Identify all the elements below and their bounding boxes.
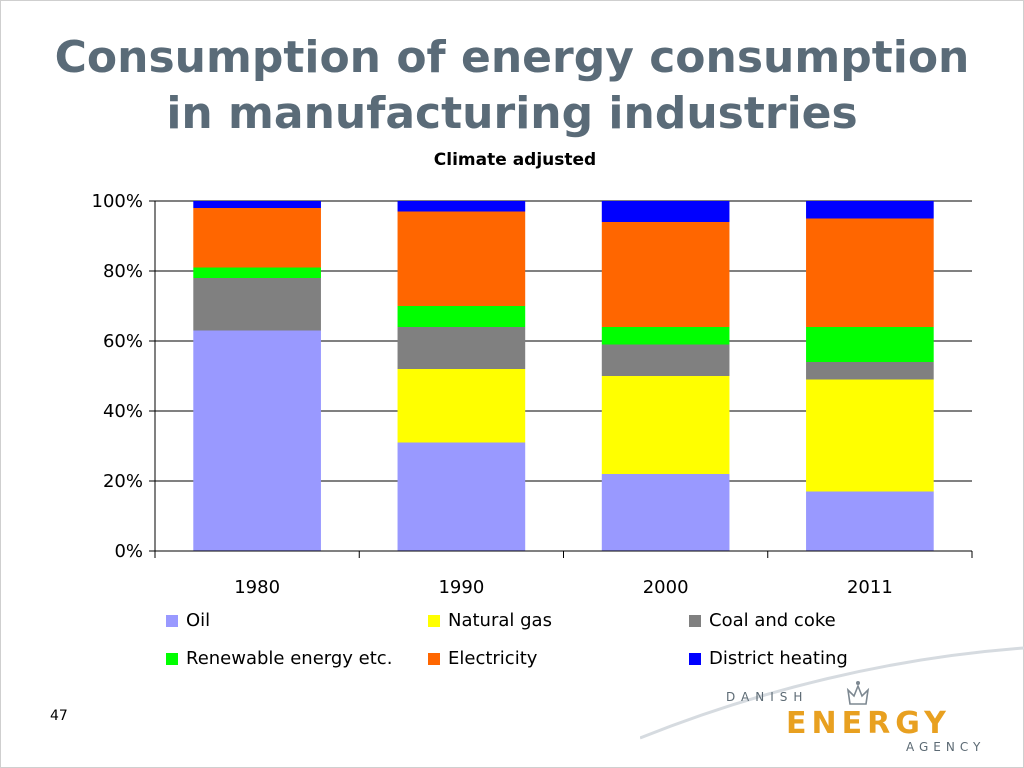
title-line-2: in manufacturing industries (166, 88, 858, 139)
x-tick-label: 2011 (847, 577, 893, 598)
legend-item-district-heating: District heating (689, 648, 848, 669)
legend-swatch-coal-and-coke (689, 614, 701, 627)
y-tick-label: 40% (103, 401, 143, 422)
bar-segment-coal-and-coke-1990 (397, 327, 526, 369)
legend-swatch-renewable (166, 652, 178, 665)
logo-agency: AGENCY (906, 740, 986, 754)
legend-swatch-electricity (428, 652, 440, 665)
bar-segment-coal-and-coke-2011 (806, 362, 934, 380)
bar-segment-electricity-1990 (397, 211, 526, 306)
bar-segment-electricity-2011 (806, 218, 934, 327)
legend-label-renewable: Renewable energy etc. (186, 648, 393, 669)
x-tick-label: 1990 (438, 577, 484, 598)
bar-segment-electricity-1980 (193, 208, 321, 268)
chart-title: Climate adjusted (433, 150, 597, 170)
legend-swatch-oil (166, 614, 178, 627)
crown-icon (846, 681, 870, 705)
legend-label-coal-and-coke: Coal and coke (709, 610, 836, 631)
y-tick-label: 20% (103, 471, 143, 492)
x-tick-label: 2000 (643, 577, 689, 598)
bar-segment-natural-gas-2011 (806, 379, 934, 492)
legend-item-coal-and-coke: Coal and coke (689, 610, 836, 631)
y-tick-label: 0% (114, 541, 143, 562)
bar-segment-coal-and-coke-2000 (601, 344, 730, 376)
bar-segment-renewable-energy-etc-2000 (601, 327, 730, 345)
bar-segment-electricity-2000 (601, 222, 730, 327)
logo-swoosh (640, 646, 1024, 740)
page-number: 47 (50, 708, 68, 724)
logo-danish: DANISH (726, 690, 809, 704)
slide-title: Consumption of energy consumption in man… (0, 30, 1024, 142)
legend-item-oil: Oil (166, 610, 210, 631)
bar-segment-coal-and-coke-1980 (193, 278, 321, 331)
legend-item-natural-gas: Natural gas (428, 610, 552, 631)
legend-label-oil: Oil (186, 610, 211, 631)
bar-segment-natural-gas-2000 (601, 376, 730, 474)
legend-label-district-heating: District heating (709, 648, 848, 669)
legend-item-electricity: Electricity (428, 648, 537, 669)
y-tick-label: 80% (103, 261, 143, 282)
legend-item-renewable: Renewable energy etc. (166, 648, 392, 669)
title-line-1: Consumption of energy consumption (54, 32, 970, 83)
bar-segment-renewable-energy-etc-2011 (806, 327, 934, 362)
y-tick-label: 60% (103, 331, 143, 352)
bar-segment-oil-2000 (601, 474, 730, 551)
bar-segment-district-heating-1980 (193, 201, 321, 208)
bar-segment-district-heating-2000 (601, 201, 730, 222)
bar-segment-oil-1990 (397, 442, 526, 551)
bar-segment-renewable-energy-etc-1990 (397, 306, 526, 327)
legend-swatch-district-heating (689, 652, 701, 665)
x-tick-label: 1980 (234, 577, 280, 598)
legend-swatch-natural-gas (428, 614, 440, 627)
bar-segment-natural-gas-1990 (397, 369, 526, 443)
bar-segment-oil-2011 (806, 491, 934, 551)
legend-label-electricity: Electricity (448, 648, 538, 669)
y-tick-label: 100% (92, 191, 143, 212)
bar-segment-district-heating-2011 (806, 201, 934, 219)
logo-energy: ENERGY (786, 706, 951, 741)
bar-segment-district-heating-1990 (397, 201, 526, 212)
bar-segment-renewable-energy-etc-1980 (193, 267, 321, 278)
legend-label-natural-gas: Natural gas (448, 610, 552, 631)
bar-segment-oil-1980 (193, 330, 321, 551)
